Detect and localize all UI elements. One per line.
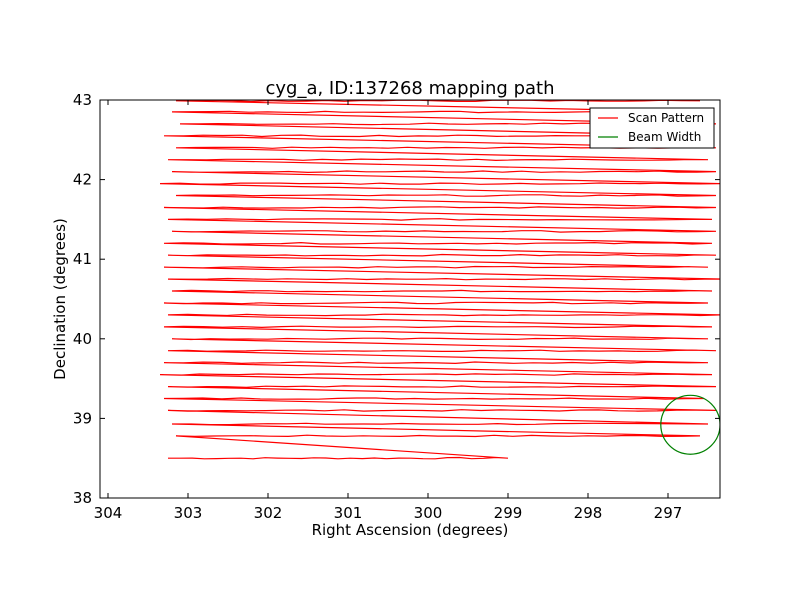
x-tick-label: 301	[334, 504, 363, 522]
x-axis-ticks: 304 303 302 301 300 299 298 297	[94, 100, 683, 522]
legend-beam-label: Beam Width	[628, 130, 701, 144]
y-axis-ticks: 38 39 40 41 42 43	[73, 91, 720, 507]
y-tick-label: 41	[73, 250, 92, 268]
x-tick-label: 298	[574, 504, 603, 522]
x-tick-label: 303	[174, 504, 203, 522]
y-axis-label: Declination (degrees)	[51, 218, 69, 380]
plot-frame	[99, 99, 721, 499]
y-tick-label: 38	[73, 489, 92, 507]
x-axis-label: Right Ascension (degrees)	[312, 521, 509, 539]
legend: Scan Pattern Beam Width	[589, 107, 715, 149]
y-tick-label: 39	[73, 409, 92, 427]
legend-scan-label: Scan Pattern	[628, 111, 704, 125]
legend-frame	[589, 107, 715, 149]
x-tick-label: 304	[94, 504, 123, 522]
beam-width-circles	[660, 394, 720, 455]
y-tick-label: 42	[73, 171, 92, 189]
plot-area	[100, 100, 720, 498]
x-tick-label: 302	[254, 504, 283, 522]
beam-width-circle	[660, 394, 720, 455]
y-tick-label: 43	[73, 91, 92, 109]
x-tick-label: 300	[414, 504, 443, 522]
scan-pattern-lines	[159, 100, 720, 460]
x-tick-label: 297	[654, 504, 683, 522]
x-tick-label: 299	[494, 504, 523, 522]
scan-pattern-line	[159, 100, 720, 460]
y-tick-label: 40	[73, 330, 92, 348]
chart-title: cyg_a, ID:137268 mapping path	[265, 78, 554, 99]
